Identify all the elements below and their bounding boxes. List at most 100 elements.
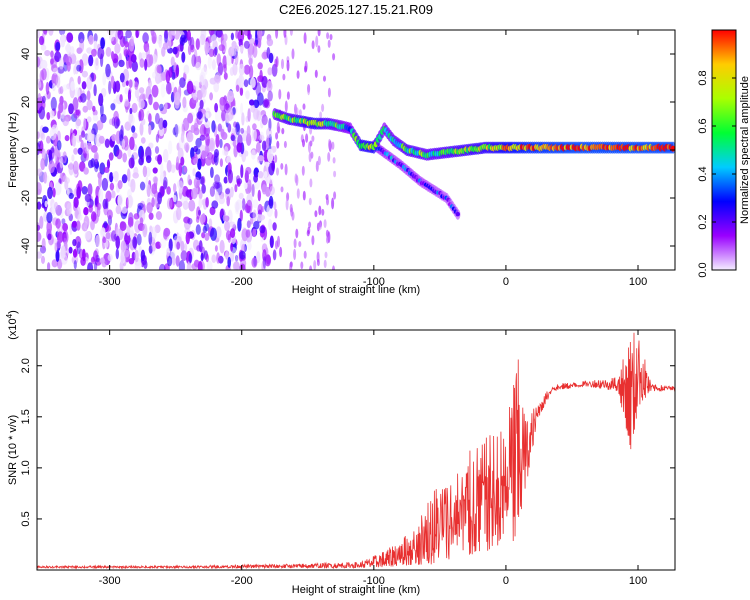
noise-speck xyxy=(302,190,306,201)
noise-speck xyxy=(62,175,68,183)
noise-speck xyxy=(314,69,318,78)
noise-speck xyxy=(55,218,61,229)
noise-speck xyxy=(132,132,138,139)
noise-speck xyxy=(201,213,206,223)
noise-speck xyxy=(47,186,53,200)
noise-speck xyxy=(180,156,185,166)
noise-speck xyxy=(49,126,57,141)
noise-speck xyxy=(43,30,48,36)
noise-speck xyxy=(66,42,71,55)
noise-speck xyxy=(243,79,249,88)
noise-speck xyxy=(40,44,47,51)
noise-speck xyxy=(103,220,108,229)
noise-speck xyxy=(289,203,293,213)
noise-speck xyxy=(267,90,273,102)
noise-speck xyxy=(266,47,271,59)
noise-speck xyxy=(48,30,54,36)
noise-speck xyxy=(241,112,245,126)
noise-speck xyxy=(108,118,114,126)
noise-speck xyxy=(201,67,208,76)
noise-speck xyxy=(218,196,225,205)
noise-speck xyxy=(295,107,299,116)
noise-speck xyxy=(207,56,213,69)
noise-speck xyxy=(306,229,310,237)
noise-speck xyxy=(272,249,277,261)
noise-speck xyxy=(266,254,271,265)
noise-speck xyxy=(111,134,117,142)
noise-speck xyxy=(266,38,274,47)
noise-speck xyxy=(159,103,164,112)
noise-speck xyxy=(257,171,264,179)
noise-speck xyxy=(184,142,190,152)
noise-speck xyxy=(172,194,177,203)
noise-speck xyxy=(168,140,173,155)
noise-speck xyxy=(227,256,231,268)
noise-speck xyxy=(198,240,203,253)
noise-speck xyxy=(187,112,194,124)
noise-speck xyxy=(109,182,115,191)
noise-speck xyxy=(98,174,102,188)
noise-speck xyxy=(323,259,327,269)
noise-speck xyxy=(268,178,274,185)
noise-speck xyxy=(195,137,202,148)
noise-speck xyxy=(211,59,216,71)
noise-speck xyxy=(215,30,223,38)
noise-speck xyxy=(145,46,150,58)
noise-speck xyxy=(148,79,152,89)
noise-speck xyxy=(62,233,67,243)
noise-speck xyxy=(268,118,272,132)
noise-speck xyxy=(45,81,50,95)
noise-speck xyxy=(117,180,123,190)
noise-speck xyxy=(284,163,288,176)
noise-speck xyxy=(179,77,186,88)
noise-speck xyxy=(234,45,239,52)
noise-speck xyxy=(58,57,64,70)
spectrogram-y-ticks: -40 -20 0 20 40 xyxy=(20,48,675,254)
noise-speck xyxy=(119,94,123,103)
noise-speck xyxy=(275,132,279,140)
noise-speck xyxy=(154,146,160,154)
noise-speck xyxy=(270,160,275,171)
noise-speck xyxy=(188,179,193,186)
noise-speck xyxy=(166,186,171,195)
noise-speck xyxy=(246,125,251,138)
noise-speck xyxy=(66,61,71,72)
noise-speck xyxy=(214,182,221,189)
noise-speck xyxy=(81,81,87,90)
snr-multiplier-close: ) xyxy=(7,310,19,314)
noise-speck xyxy=(129,107,133,115)
noise-speck xyxy=(64,180,69,190)
noise-speck xyxy=(59,157,64,169)
noise-speck xyxy=(195,61,202,71)
noise-speck xyxy=(201,150,206,160)
noise-speck xyxy=(158,126,165,137)
noise-speck xyxy=(250,77,256,89)
noise-speck xyxy=(71,113,78,122)
noise-speck xyxy=(177,44,184,52)
noise-speck xyxy=(40,158,46,171)
noise-speck xyxy=(205,133,210,147)
noise-speck xyxy=(182,200,189,210)
noise-speck xyxy=(51,259,58,268)
noise-speck xyxy=(37,231,42,242)
colorbar-gradient xyxy=(711,29,737,271)
noise-speck xyxy=(128,114,135,126)
spectrogram-x-label: Height of straight line (km) xyxy=(292,284,420,296)
noise-speck xyxy=(140,149,145,163)
noise-speck xyxy=(163,176,168,189)
noise-speck xyxy=(190,124,196,134)
noise-speck xyxy=(175,64,180,77)
noise-speck xyxy=(195,216,200,223)
noise-speck xyxy=(37,131,40,139)
x-tick-label: 100 xyxy=(629,575,647,587)
noise-speck xyxy=(186,261,192,270)
noise-speck xyxy=(302,138,305,148)
noise-speck xyxy=(208,48,215,58)
noise-speck xyxy=(162,42,169,50)
noise-speck xyxy=(106,209,113,220)
noise-speck xyxy=(253,108,259,120)
noise-speck xyxy=(227,90,235,103)
noise-speck xyxy=(115,30,119,44)
noise-speck xyxy=(313,260,317,270)
